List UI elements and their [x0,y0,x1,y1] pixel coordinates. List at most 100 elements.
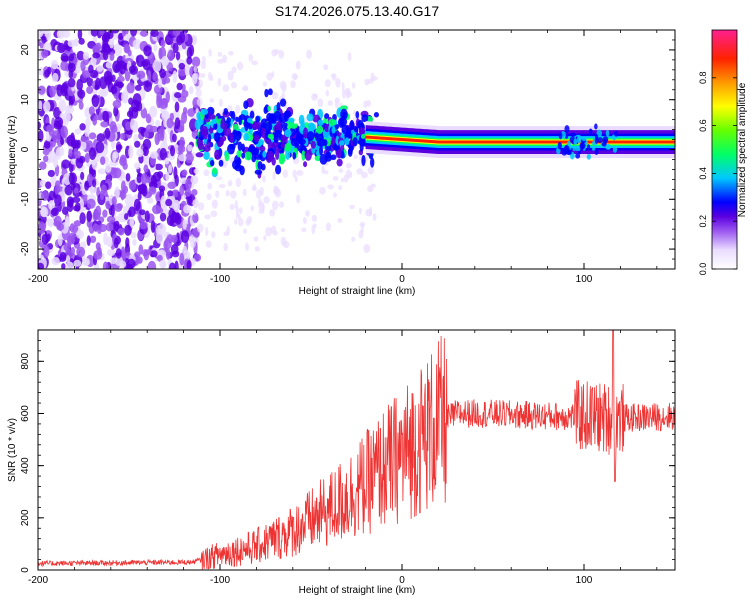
heatmap-noise-cell [92,210,101,222]
heatmap-turbulent-cell [302,127,308,139]
heatmap-faint-cell [302,217,307,225]
heatmap-noise-cell [100,184,107,194]
heatmap-faint-cell [278,201,285,208]
heatmap-noise-cell [182,218,188,230]
heatmap-noise-cell [61,159,71,169]
heatmap-turbulent-cell [324,113,330,120]
heatmap-noise-cell [77,89,86,99]
heatmap-faint-cell [312,93,318,99]
heatmap-turbulent-cell [340,105,348,111]
heatmap-faint-cell [324,170,329,175]
heatmap-turbulent-cell [306,113,314,122]
heatmap-turbulent-cell [324,154,332,162]
heatmap-faint-cell [333,192,337,198]
heatmap-faint-cell [262,81,267,87]
heatmap-noise-cell [68,53,75,62]
heatmap-faint-cell [201,55,206,65]
heatmap-noise-cell [147,260,157,269]
heatmap-noise-cell [67,39,77,48]
heatmap-turbulent-cell [352,137,358,147]
heatmap-noise-cell [121,30,126,37]
snr-panel: -200 -100 0 100 0 200 400 600 800 Height of stra… [7,329,676,596]
heatmap-turbulent-cell [341,124,349,135]
heatmap-turbulent-cell [275,164,282,175]
heatmap-noise-cell [60,137,65,146]
heatmap-turbulent-cell [267,88,273,96]
heatmap-noise-cell [169,145,176,157]
heatmap-turbulent-cell [328,118,337,126]
heatmap-noise-cell [117,227,125,236]
heatmap-turbulent-cell [301,150,306,161]
heatmap-faint-cell [189,239,196,249]
heatmap-noise-cell [159,147,168,161]
heatmap-noise-cell [116,144,123,151]
heatmap-noise-cell [38,121,41,130]
heatmap-noise-cell [190,175,199,185]
heatmap-noise-cell [66,134,76,147]
heatmap-turbulent-cell [257,161,263,170]
heatmap-noise-cell [82,51,90,60]
heatmap-faint-cell [358,230,364,239]
heatmap-noise-cell [145,124,154,133]
heatmap-noise-cell [102,110,109,122]
heatmap-noise-cell [54,194,62,206]
heatmap-noise-cell [152,171,162,182]
heatmap-noise-cell [43,100,51,113]
heatmap-turbulent-cell [266,150,274,162]
heatmap-noise-cell [161,201,166,210]
heatmap-noise-cell [127,49,132,57]
heatmap-noise-cell [178,62,186,70]
heatmap-faint-cell [235,206,239,216]
heatmap-noise-cell [128,145,134,159]
heatmap-noise-cell [47,169,55,178]
heatmap-faint-cell [231,66,237,74]
heatmap-noise-cell [143,164,149,173]
heatmap-noise-cell [76,78,84,92]
heatmap-faint-cell [325,89,329,97]
heatmap-noise-cell [89,235,97,244]
heatmap-noise-cell [124,68,131,82]
heatmap-noise-cell [164,34,174,46]
heatmap-noise-cell [167,190,174,197]
heatmap-turbulent-cell [220,122,228,130]
heatmap-faint-cell [331,73,336,79]
heatmap-noise-cell [175,51,181,61]
heatmap-noise-cell [174,117,181,130]
heatmap-noise-cell [114,220,120,228]
heatmap-noise-cell [102,261,109,269]
heatmap-turbulent-cell [283,110,289,122]
heatmap-noise-cell [86,86,94,95]
heatmap-bump-cell [575,153,581,159]
heatmap-noise-cell [140,107,148,119]
heatmap-noise-cell [187,108,196,117]
heatmap-faint-cell [325,222,332,232]
heatmap-noise-cell [179,31,186,44]
heatmap-faint-cell [221,54,228,64]
heatmap-noise-cell [154,163,163,171]
heatmap-noise-cell [74,202,81,212]
heatmap-faint-cell [301,227,307,233]
heatmap-noise-cell [70,246,76,255]
heatmap-turbulent-cell [319,145,324,156]
heatmap-noise-cell [41,233,49,245]
heatmap-noise-cell [136,70,146,79]
heatmap-faint-cell [192,151,197,157]
heatmap-noise-cell [125,237,130,248]
heatmap-faint-cell [211,231,216,239]
heatmap-noise-cell [167,181,177,190]
heatmap-turbulent-cell [317,119,324,126]
heatmap-faint-cell [204,214,211,220]
heatmap-noise-cell [130,118,135,131]
heatmap-noise-cell [130,30,138,37]
heatmap-turbulent-cell [244,151,253,161]
heatmap-faint-cell [245,219,251,226]
heatmap-faint-cell [209,98,215,103]
heatmap-noise-cell [42,155,49,163]
heatmap-faint-cell [351,82,356,89]
heatmap-noise-cell [168,262,177,269]
heatmap-noise-cell [69,223,75,233]
heatmap-noise-cell [162,78,167,85]
heatmap-turbulent-cell [244,122,249,132]
heatmap-noise-cell [145,113,152,124]
heatmap-noise-cell [59,252,67,261]
